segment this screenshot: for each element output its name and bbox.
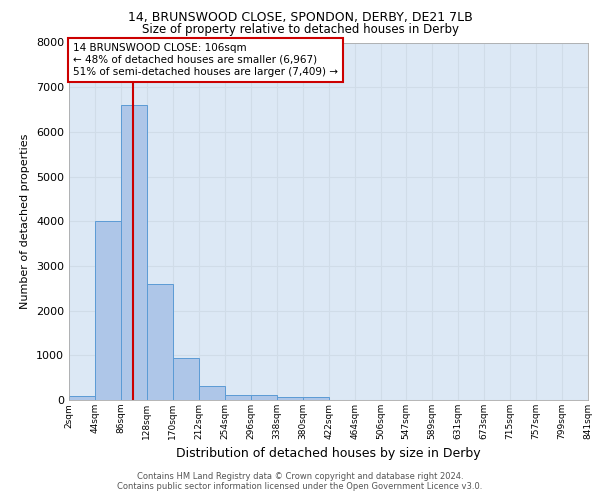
Text: 14, BRUNSWOOD CLOSE, SPONDON, DERBY, DE21 7LB: 14, BRUNSWOOD CLOSE, SPONDON, DERBY, DE2… xyxy=(128,12,472,24)
Bar xyxy=(251,395,277,400)
Text: Size of property relative to detached houses in Derby: Size of property relative to detached ho… xyxy=(142,22,458,36)
Bar xyxy=(277,398,303,400)
Bar xyxy=(121,105,147,400)
Bar xyxy=(225,394,251,400)
Text: 14 BRUNSWOOD CLOSE: 106sqm
← 48% of detached houses are smaller (6,967)
51% of s: 14 BRUNSWOOD CLOSE: 106sqm ← 48% of deta… xyxy=(73,44,338,76)
Text: Contains public sector information licensed under the Open Government Licence v3: Contains public sector information licen… xyxy=(118,482,482,491)
Bar xyxy=(95,221,121,400)
Bar xyxy=(303,398,329,400)
Bar xyxy=(173,358,199,400)
Bar xyxy=(147,284,173,400)
Y-axis label: Number of detached properties: Number of detached properties xyxy=(20,134,31,309)
Bar xyxy=(199,386,225,400)
Bar xyxy=(69,396,95,400)
Text: Contains HM Land Registry data © Crown copyright and database right 2024.: Contains HM Land Registry data © Crown c… xyxy=(137,472,463,481)
X-axis label: Distribution of detached houses by size in Derby: Distribution of detached houses by size … xyxy=(176,448,481,460)
